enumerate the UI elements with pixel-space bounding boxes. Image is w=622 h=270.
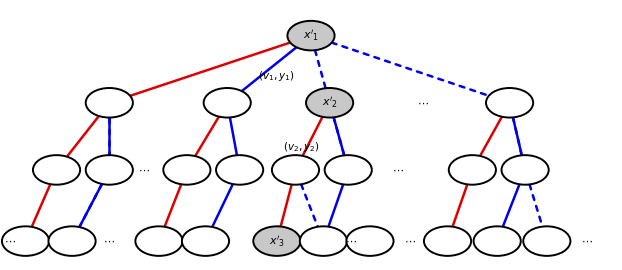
- Ellipse shape: [272, 155, 319, 185]
- Ellipse shape: [216, 155, 263, 185]
- Ellipse shape: [86, 88, 133, 117]
- Text: $\cdots$: $\cdots$: [103, 236, 115, 246]
- Text: $x'_3$: $x'_3$: [269, 234, 285, 248]
- Text: $(v_1, y_1)$: $(v_1, y_1)$: [258, 69, 295, 83]
- Text: $(v_2, y_2)$: $(v_2, y_2)$: [283, 140, 320, 154]
- Text: $x'_2$: $x'_2$: [322, 95, 338, 110]
- Ellipse shape: [325, 155, 372, 185]
- Ellipse shape: [203, 88, 251, 117]
- Ellipse shape: [300, 226, 347, 256]
- Ellipse shape: [523, 226, 570, 256]
- Ellipse shape: [33, 155, 80, 185]
- Text: $x'_1$: $x'_1$: [303, 28, 319, 43]
- Ellipse shape: [449, 155, 496, 185]
- Text: $\cdots$: $\cdots$: [4, 236, 16, 246]
- Ellipse shape: [501, 155, 549, 185]
- Text: $\cdots$: $\cdots$: [345, 236, 357, 246]
- Ellipse shape: [287, 21, 335, 50]
- Text: $\cdots$: $\cdots$: [404, 236, 416, 246]
- Ellipse shape: [2, 226, 49, 256]
- Ellipse shape: [136, 226, 182, 256]
- Ellipse shape: [86, 155, 133, 185]
- Text: $\cdots$: $\cdots$: [392, 165, 404, 175]
- Ellipse shape: [424, 226, 471, 256]
- Ellipse shape: [49, 226, 96, 256]
- Ellipse shape: [253, 226, 300, 256]
- Ellipse shape: [473, 226, 521, 256]
- Text: $\cdots$: $\cdots$: [581, 236, 593, 246]
- Ellipse shape: [346, 226, 394, 256]
- Text: $\cdots$: $\cdots$: [417, 98, 429, 108]
- Ellipse shape: [182, 226, 229, 256]
- Ellipse shape: [306, 88, 353, 117]
- Ellipse shape: [164, 155, 210, 185]
- Text: $\cdots$: $\cdots$: [137, 165, 149, 175]
- Ellipse shape: [486, 88, 533, 117]
